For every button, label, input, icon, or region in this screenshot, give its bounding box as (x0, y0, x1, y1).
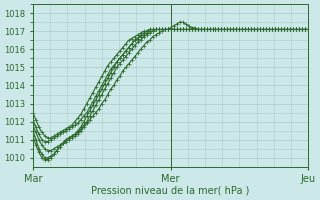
X-axis label: Pression niveau de la mer( hPa ): Pression niveau de la mer( hPa ) (92, 186, 250, 196)
